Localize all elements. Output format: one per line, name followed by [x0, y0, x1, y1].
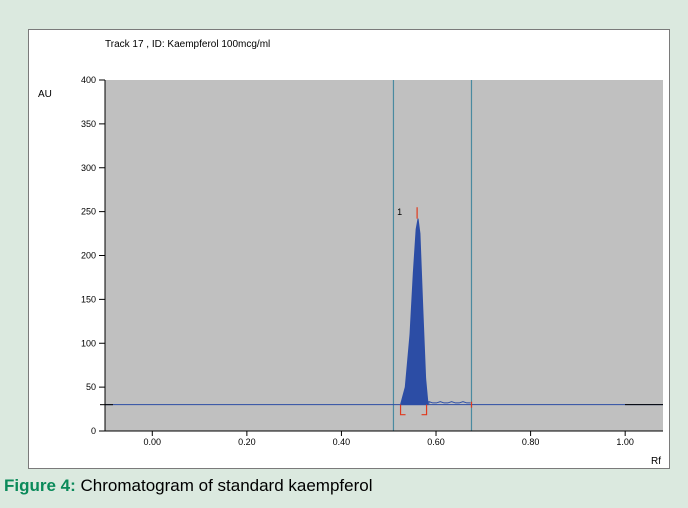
x-tick-label-0.00: 0.00 [144, 437, 162, 447]
x-axis-label: Rf [651, 456, 661, 467]
x-tick-label-0.80: 0.80 [522, 437, 540, 447]
x-tick-label-0.60: 0.60 [427, 437, 445, 447]
chart-title: Track 17 , ID: Kaempferol 100mcg/ml [105, 39, 270, 50]
integration-start-bracket [399, 404, 406, 416]
y-tick-label-100: 100 [81, 338, 96, 348]
x-tick-label-0.40: 0.40 [333, 437, 351, 447]
y-tick-label-300: 300 [81, 163, 96, 173]
peak-area [399, 218, 429, 406]
caption-label: Figure 4: [4, 476, 76, 495]
figure-caption: Figure 4: Chromatogram of standard kaemp… [4, 476, 373, 496]
x-tick-label-0.20: 0.20 [238, 437, 256, 447]
integration-end-bracket [421, 404, 428, 416]
chromatogram-chart: Track 17 , ID: Kaempferol 100mcg/ml AU R… [38, 39, 663, 467]
plot-background [105, 80, 663, 431]
y-tick-label-250: 250 [81, 207, 96, 217]
peak-label: 1 [397, 207, 402, 217]
post-peak-signal [428, 400, 471, 404]
y-tick-label-350: 350 [81, 119, 96, 129]
y-tick-label-150: 150 [81, 294, 96, 304]
y-axis-label: AU [38, 89, 52, 100]
chart-panel: Track 17 , ID: Kaempferol 100mcg/ml AU R… [28, 29, 670, 469]
y-tick-label-200: 200 [81, 251, 96, 261]
y-tick-label-50: 50 [86, 382, 96, 392]
x-tick-label-1.00: 1.00 [616, 437, 634, 447]
y-tick-label-400: 400 [81, 75, 96, 85]
caption-text: Chromatogram of standard kaempferol [75, 476, 373, 495]
y-tick-label-0: 0 [91, 426, 96, 436]
